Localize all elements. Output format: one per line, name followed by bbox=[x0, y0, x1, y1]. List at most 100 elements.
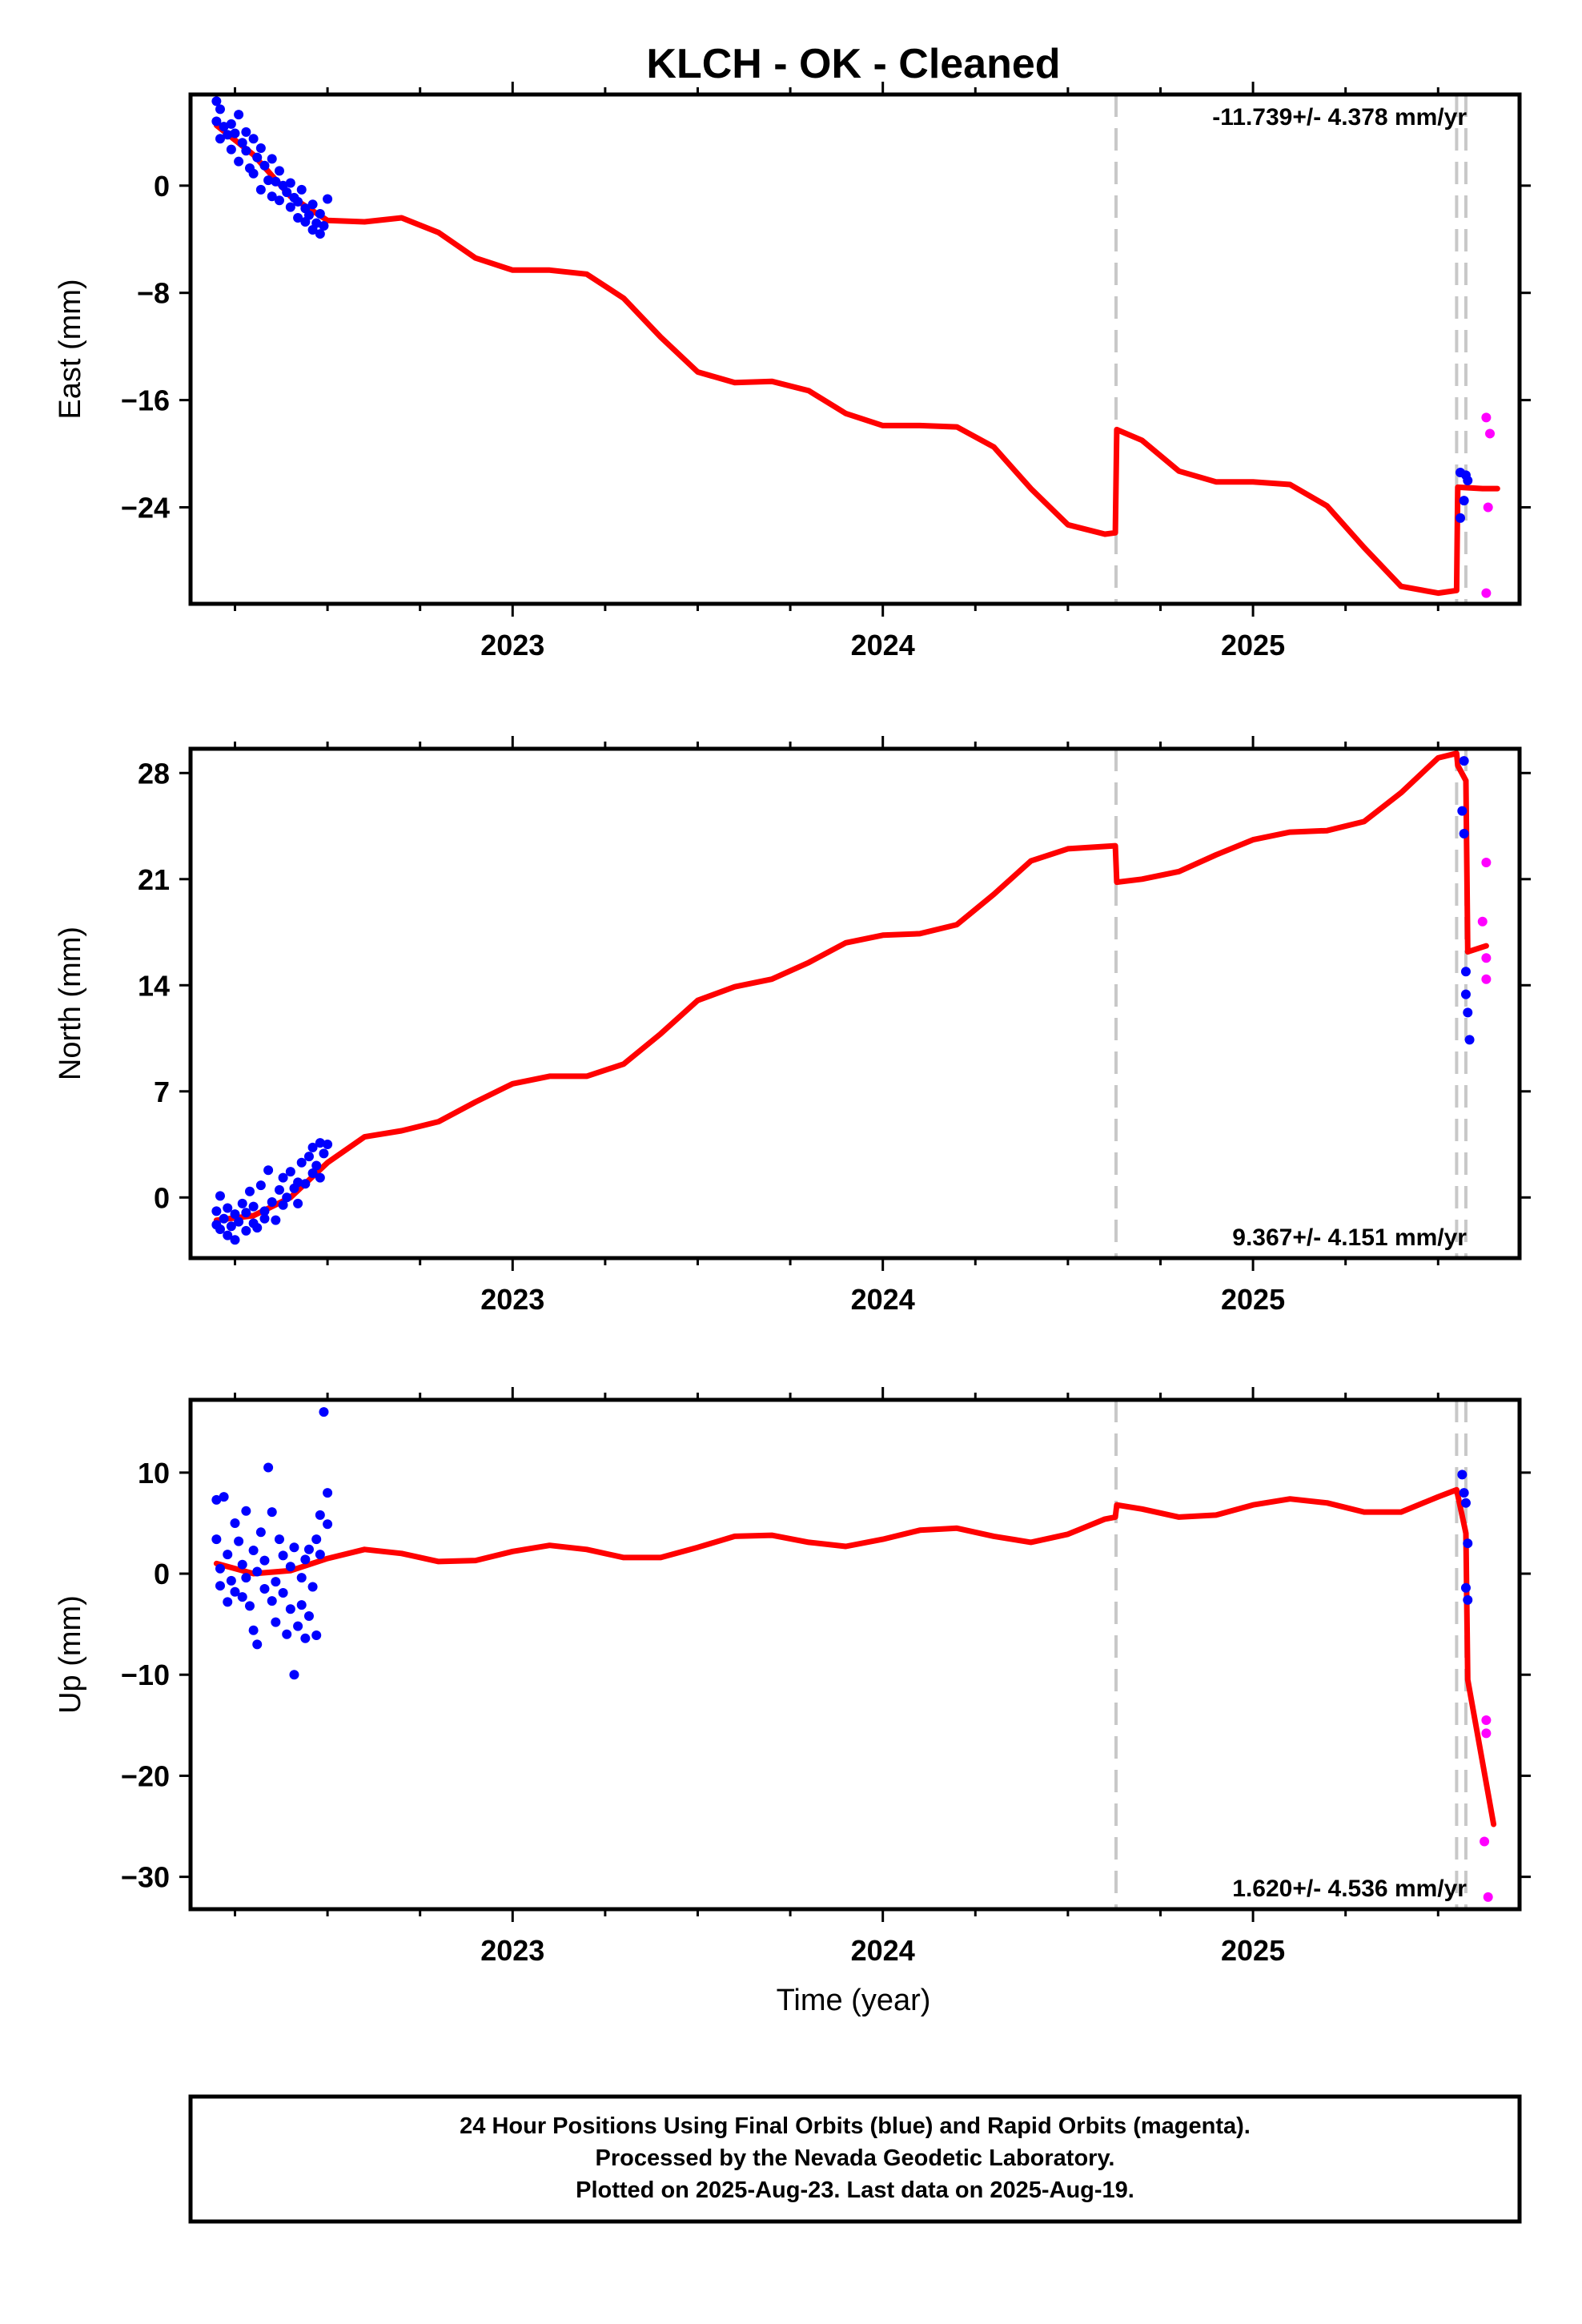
north-final-point-13 bbox=[241, 1208, 251, 1218]
up-final-point-55 bbox=[1460, 1582, 1471, 1593]
up-final-point-28 bbox=[274, 1534, 284, 1545]
east-rate-label: -11.739+/- 4.378 mm/yr bbox=[1212, 104, 1467, 131]
north-y-ticks: 28 21 14 7 0 bbox=[138, 757, 1531, 1214]
up-y-ticks: 10 0 −10 −20 −30 bbox=[121, 1457, 1531, 1894]
east-final-point-49 bbox=[1460, 470, 1471, 480]
up-final-point-21 bbox=[259, 1583, 270, 1594]
east-final-point-22 bbox=[267, 154, 277, 164]
east-rapid-point-2 bbox=[1483, 502, 1493, 513]
up-plot-frame bbox=[188, 1397, 1522, 1912]
north-final-point-32 bbox=[296, 1157, 307, 1168]
north-final-point-14 bbox=[244, 1186, 255, 1196]
north-rapid-point-0 bbox=[1481, 857, 1492, 867]
north-final-point-30 bbox=[293, 1198, 303, 1208]
north-final-point-21 bbox=[263, 1165, 274, 1176]
up-final-point-37 bbox=[296, 1573, 307, 1583]
east-final-points bbox=[211, 96, 1473, 523]
north-ytick-label-1: 21 bbox=[138, 863, 170, 896]
north-final-point-11 bbox=[237, 1198, 247, 1208]
up-final-point-3 bbox=[215, 1563, 225, 1574]
up-xtick-label-1: 2024 bbox=[851, 1934, 915, 1967]
north-final-point-46 bbox=[1460, 989, 1471, 999]
east-final-point-40 bbox=[311, 218, 322, 228]
north-final-point-40 bbox=[319, 1148, 329, 1159]
north-x-ticks: 2023 2024 2025 bbox=[233, 736, 1439, 1316]
east-final-point-48 bbox=[1456, 513, 1466, 523]
up-final-point-40 bbox=[300, 1633, 311, 1643]
footer-frame bbox=[188, 2094, 1522, 2224]
up-final-point-34 bbox=[289, 1542, 299, 1553]
east-final-point-39 bbox=[307, 199, 318, 210]
east-final-point-11 bbox=[237, 138, 247, 148]
east-final-point-8 bbox=[230, 128, 240, 139]
east-model-line bbox=[213, 123, 1500, 597]
up-final-point-8 bbox=[230, 1518, 240, 1528]
up-final-point-4 bbox=[219, 1492, 229, 1502]
east-final-point-37 bbox=[303, 210, 314, 220]
north-final-point-7 bbox=[226, 1221, 236, 1232]
north-rapid-points bbox=[1477, 857, 1492, 984]
north-ytick-label-3: 7 bbox=[154, 1076, 170, 1108]
up-final-point-42 bbox=[303, 1611, 314, 1622]
up-final-point-50 bbox=[323, 1519, 333, 1530]
up-final-point-5 bbox=[223, 1597, 233, 1607]
up-rate-label: 1.620+/- 4.536 mm/yr bbox=[1232, 1876, 1467, 1902]
north-final-point-43 bbox=[1457, 806, 1468, 816]
up-final-point-15 bbox=[244, 1601, 255, 1611]
north-final-point-28 bbox=[285, 1167, 295, 1177]
east-final-point-30 bbox=[285, 178, 295, 188]
panel-north: 28 21 14 7 0 2023 2024 2025 North (mm) 9.367+/… bbox=[54, 736, 1531, 1316]
north-final-point-23 bbox=[271, 1215, 281, 1225]
north-final-point-27 bbox=[282, 1192, 292, 1203]
east-final-point-16 bbox=[248, 168, 259, 179]
up-final-point-6 bbox=[223, 1550, 233, 1560]
east-final-point-26 bbox=[274, 195, 284, 206]
north-ytick-label-0: 28 bbox=[138, 757, 170, 790]
north-model-line bbox=[213, 750, 1489, 1224]
east-final-point-4 bbox=[219, 122, 229, 132]
up-break-lines bbox=[1114, 1400, 1468, 1909]
up-ytick-label-0: 10 bbox=[138, 1457, 170, 1490]
up-final-point-10 bbox=[234, 1536, 244, 1546]
north-final-point-33 bbox=[300, 1179, 311, 1189]
east-ytick-label-2: −16 bbox=[121, 384, 170, 417]
up-model-curve bbox=[213, 1486, 1497, 1827]
chart-title: KLCH - OK - Cleaned bbox=[646, 41, 1060, 87]
up-final-point-12 bbox=[237, 1559, 247, 1570]
up-final-point-46 bbox=[315, 1510, 325, 1520]
up-final-point-22 bbox=[259, 1555, 270, 1566]
up-final-point-11 bbox=[237, 1592, 247, 1602]
east-final-point-44 bbox=[323, 194, 333, 204]
east-final-point-12 bbox=[241, 146, 251, 156]
east-final-point-15 bbox=[248, 134, 259, 144]
north-final-point-4 bbox=[219, 1213, 229, 1224]
x-axis-label: Time (year) bbox=[777, 1984, 931, 2017]
north-ytick-label-2: 14 bbox=[138, 969, 170, 1002]
up-final-point-26 bbox=[271, 1577, 281, 1587]
north-rapid-point-2 bbox=[1481, 953, 1492, 963]
up-rapid-points bbox=[1480, 1715, 1493, 1902]
east-final-point-25 bbox=[274, 166, 284, 176]
up-final-point-29 bbox=[278, 1588, 288, 1598]
north-final-point-12 bbox=[241, 1225, 251, 1236]
east-final-point-2 bbox=[215, 104, 225, 115]
north-final-point-44 bbox=[1459, 829, 1469, 838]
up-final-point-19 bbox=[252, 1566, 263, 1577]
east-final-point-1 bbox=[211, 116, 222, 127]
panel-up: 10 0 −10 −20 −30 2023 2024 2025 Up (mm) 1.620+… bbox=[54, 1387, 1531, 1967]
up-final-point-33 bbox=[285, 1604, 295, 1614]
up-final-point-16 bbox=[248, 1546, 259, 1556]
up-rapid-point-3 bbox=[1483, 1892, 1493, 1902]
up-final-points bbox=[211, 1407, 1473, 1680]
north-final-point-48 bbox=[1464, 1035, 1475, 1045]
east-rapid-point-0 bbox=[1481, 412, 1492, 423]
up-model-line bbox=[213, 1486, 1497, 1827]
footer-line-2: Processed by the Nevada Geodetic Laborat… bbox=[596, 2145, 1115, 2171]
east-final-point-42 bbox=[315, 208, 325, 219]
footer-box: 24 Hour Positions Using Final Orbits (bl… bbox=[188, 2094, 1522, 2224]
north-final-point-9 bbox=[230, 1235, 240, 1245]
north-final-point-45 bbox=[1460, 967, 1471, 977]
up-final-point-41 bbox=[303, 1544, 314, 1554]
east-final-point-7 bbox=[226, 144, 236, 155]
east-xtick-label-1: 2024 bbox=[851, 629, 915, 661]
